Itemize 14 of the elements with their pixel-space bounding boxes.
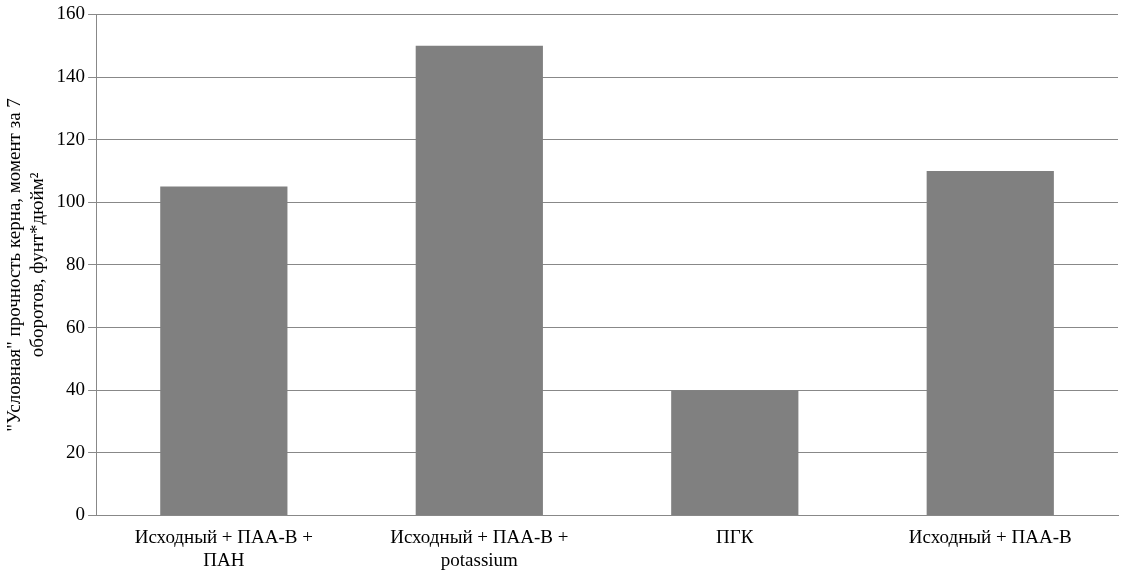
x-tick-label: Исходный + ПАА-В + potassium [390, 525, 569, 570]
y-tick-label: 80 [66, 252, 86, 274]
x-tick-label: Исходный + ПАА-В + ПАН [134, 525, 313, 570]
x-tick-label: ПГК [716, 525, 754, 547]
x-tick-label: Исходный + ПАА-В [908, 525, 1072, 547]
y-tick-label: 60 [66, 315, 86, 337]
y-tick-label: 0 [75, 503, 86, 525]
y-axis-title: "Условная" прочность керна, момент за 7 оборотов, фунт*дюйм² [3, 98, 48, 432]
y-tick-label: 100 [56, 190, 86, 212]
y-tick-label: 120 [56, 127, 86, 149]
y-tick-label: 140 [56, 65, 86, 87]
y-tick-label: 40 [66, 378, 86, 400]
y-tick-label: 20 [66, 440, 86, 462]
y-tick-label: 160 [56, 2, 86, 24]
